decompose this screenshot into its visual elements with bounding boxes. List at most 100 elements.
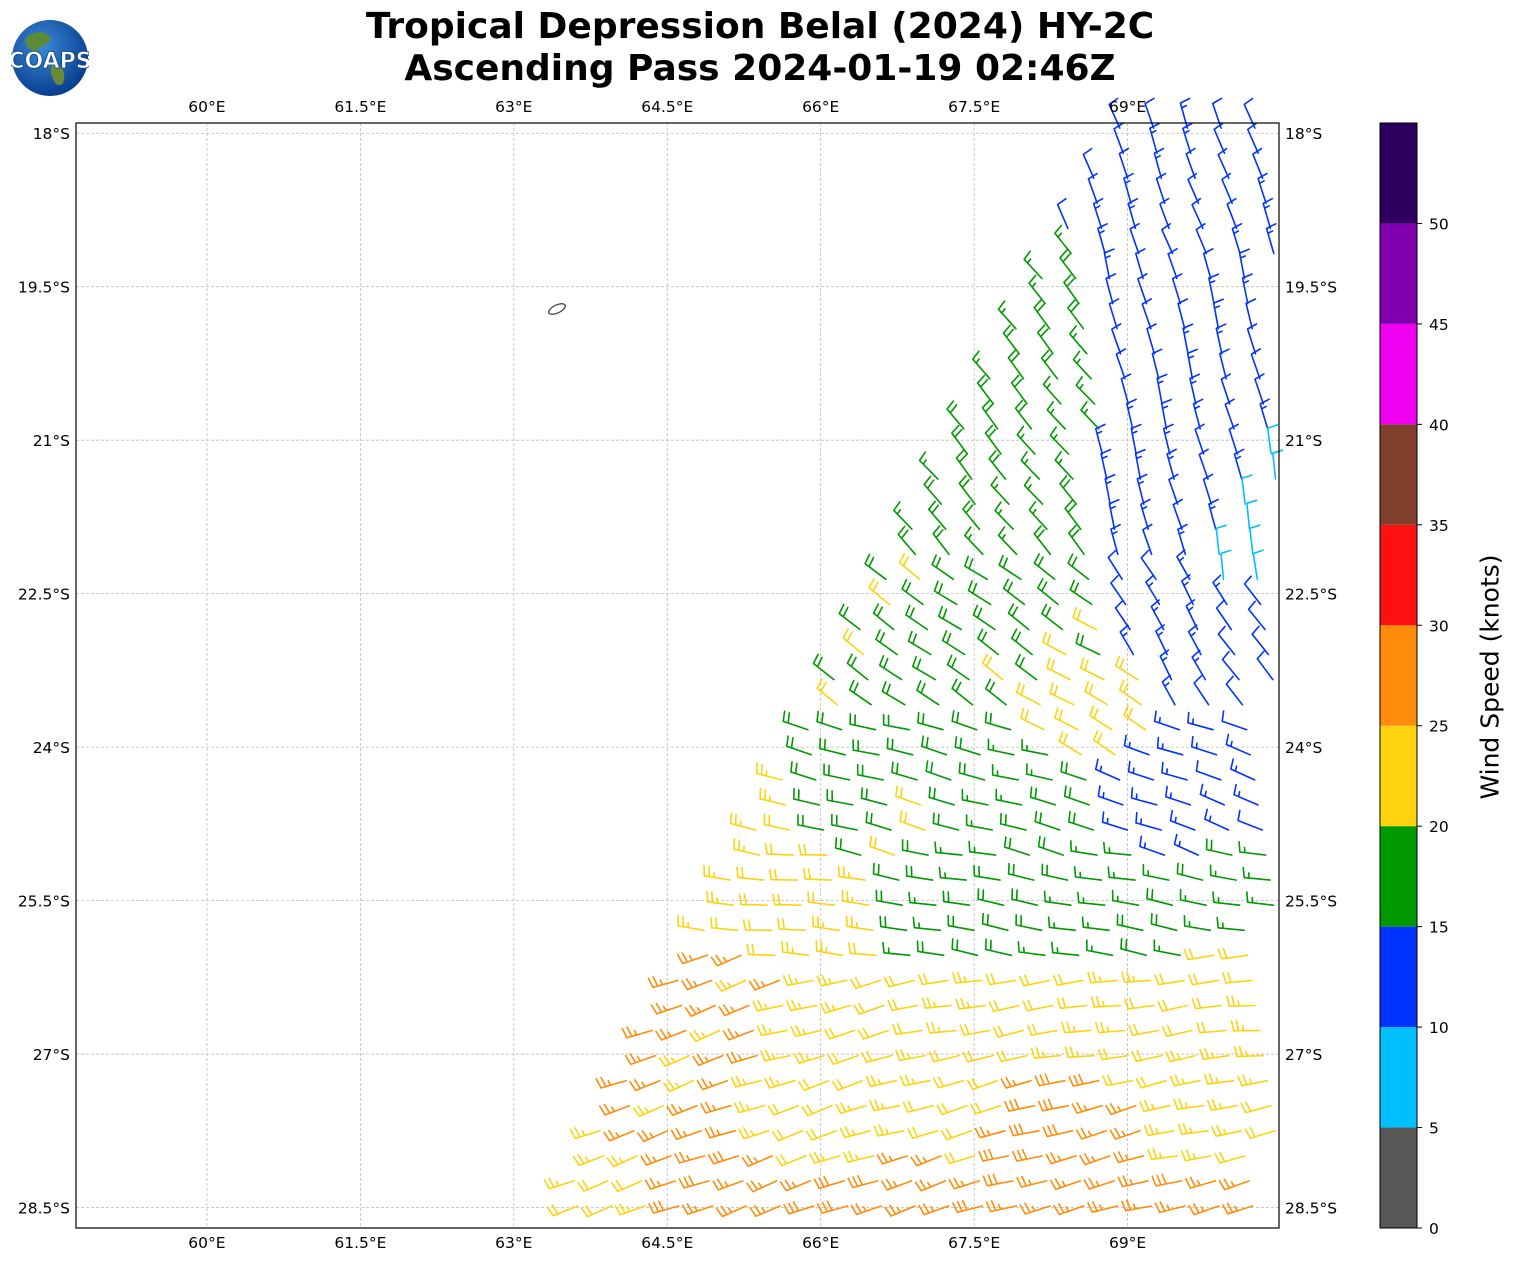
wind-barb-path — [755, 762, 783, 781]
wind-barb-path — [918, 973, 949, 986]
wind-barb — [1034, 810, 1061, 831]
wind-barb-path — [1156, 736, 1184, 756]
wind-barb-path — [1194, 423, 1205, 455]
wind-barb — [692, 1054, 724, 1067]
wind-barb — [1155, 624, 1168, 656]
wind-barb — [1034, 1073, 1066, 1087]
title-line-2: Ascending Pass 2024-01-19 02:46Z — [404, 48, 1116, 89]
wind-barb — [764, 843, 794, 856]
wind-barb-path — [603, 1129, 635, 1142]
wind-barb — [650, 1002, 683, 1015]
wind-barb-path — [1155, 172, 1167, 205]
wind-barb-path — [1204, 808, 1230, 831]
wind-barb-path — [1092, 197, 1104, 230]
wind-barb — [1179, 888, 1207, 906]
wind-barb-path — [1129, 222, 1140, 255]
wind-barb — [933, 1076, 965, 1089]
wind-barb — [1233, 783, 1259, 806]
wind-barb — [1082, 147, 1095, 180]
wind-barb — [861, 1050, 893, 1063]
wind-barb-path — [1016, 682, 1041, 706]
wind-barb-path — [887, 999, 919, 1011]
wind-barb-path — [1135, 1076, 1167, 1089]
wind-barb-path — [746, 1180, 778, 1193]
wind-barb — [1165, 1050, 1197, 1063]
wind-barb — [1011, 628, 1033, 656]
wind-barb — [606, 1155, 638, 1168]
wind-barb-path — [1259, 398, 1270, 430]
wind-barb — [1051, 941, 1080, 957]
wind-barb-path — [767, 1103, 799, 1116]
wind-barb-path — [868, 578, 891, 606]
wind-barb — [921, 997, 953, 1009]
wind-barb — [1081, 916, 1110, 932]
wind-barb — [1056, 997, 1088, 1010]
wind-barb — [1266, 424, 1279, 455]
wind-barb — [1064, 1046, 1095, 1059]
wind-barb-path — [1141, 298, 1152, 330]
wind-barb — [793, 788, 820, 806]
lon-tick-label: 61.5°E — [334, 1234, 386, 1252]
wind-barb-path — [978, 1148, 1010, 1162]
wind-barb-path — [1169, 1074, 1201, 1087]
wind-barb — [1095, 1021, 1126, 1034]
wind-barb — [1019, 1202, 1051, 1215]
wind-barb — [948, 1177, 980, 1190]
wind-barb — [644, 1177, 677, 1190]
wind-barb — [1243, 97, 1256, 129]
wind-barb-path — [827, 1053, 859, 1065]
wind-barb — [1108, 499, 1120, 530]
wind-barb — [1037, 835, 1064, 856]
wind-barb — [785, 735, 813, 756]
wind-barb — [1068, 524, 1085, 556]
wind-barb-path — [954, 736, 981, 756]
lat-tick-label: 21°S — [33, 432, 70, 450]
wind-barb-path — [1187, 711, 1214, 731]
wind-barb — [1139, 1100, 1171, 1113]
wind-barb — [670, 1128, 703, 1141]
wind-barb-path — [763, 813, 791, 831]
wind-barb — [1107, 866, 1136, 881]
wind-barb-path — [1202, 473, 1214, 505]
wind-barb-path — [801, 1104, 833, 1117]
wind-barb-path — [1100, 448, 1112, 480]
wind-barb — [984, 711, 1012, 731]
wind-barb — [946, 400, 965, 430]
wind-barb-path — [850, 1203, 882, 1216]
wind-barb-path — [1046, 657, 1071, 681]
wind-barb — [786, 999, 818, 1012]
wind-barb — [648, 1200, 680, 1214]
lat-tick-label: 22.5°S — [18, 586, 70, 604]
wind-barb-path — [712, 1178, 744, 1191]
wind-barb — [1115, 348, 1126, 380]
wind-barb-path — [764, 843, 794, 856]
wind-barb — [962, 1050, 994, 1063]
colorbar-tick-label: 5 — [1429, 1120, 1439, 1138]
wind-barb — [994, 501, 1014, 530]
wind-barb-path — [1179, 97, 1191, 129]
wind-barb-path — [841, 889, 870, 906]
wind-barb — [1254, 373, 1265, 405]
wind-barb-path — [1056, 197, 1069, 230]
wind-barb-path — [846, 653, 869, 681]
wind-barb-path — [1073, 866, 1103, 881]
wind-barb-path — [968, 840, 997, 856]
wind-barb-path — [738, 1127, 770, 1140]
wind-barb — [812, 915, 840, 932]
wind-barb — [1098, 1048, 1129, 1061]
wind-barb-path — [1119, 624, 1135, 656]
wind-barb-path — [895, 1049, 927, 1062]
wind-barb — [1231, 223, 1243, 255]
wind-barb — [629, 1079, 661, 1092]
wind-barb-path — [1224, 398, 1235, 430]
wind-barb-path — [805, 1128, 838, 1141]
wind-barb — [1069, 579, 1093, 606]
wind-barb — [1150, 599, 1165, 631]
wind-barb-path — [884, 1204, 916, 1217]
wind-barb-path — [595, 1076, 627, 1089]
wind-barb-path — [1176, 862, 1204, 881]
wind-barb-path — [875, 629, 898, 656]
wind-barb-path — [681, 1203, 714, 1215]
wind-barb — [985, 1200, 1018, 1213]
wind-barb — [988, 450, 1007, 480]
